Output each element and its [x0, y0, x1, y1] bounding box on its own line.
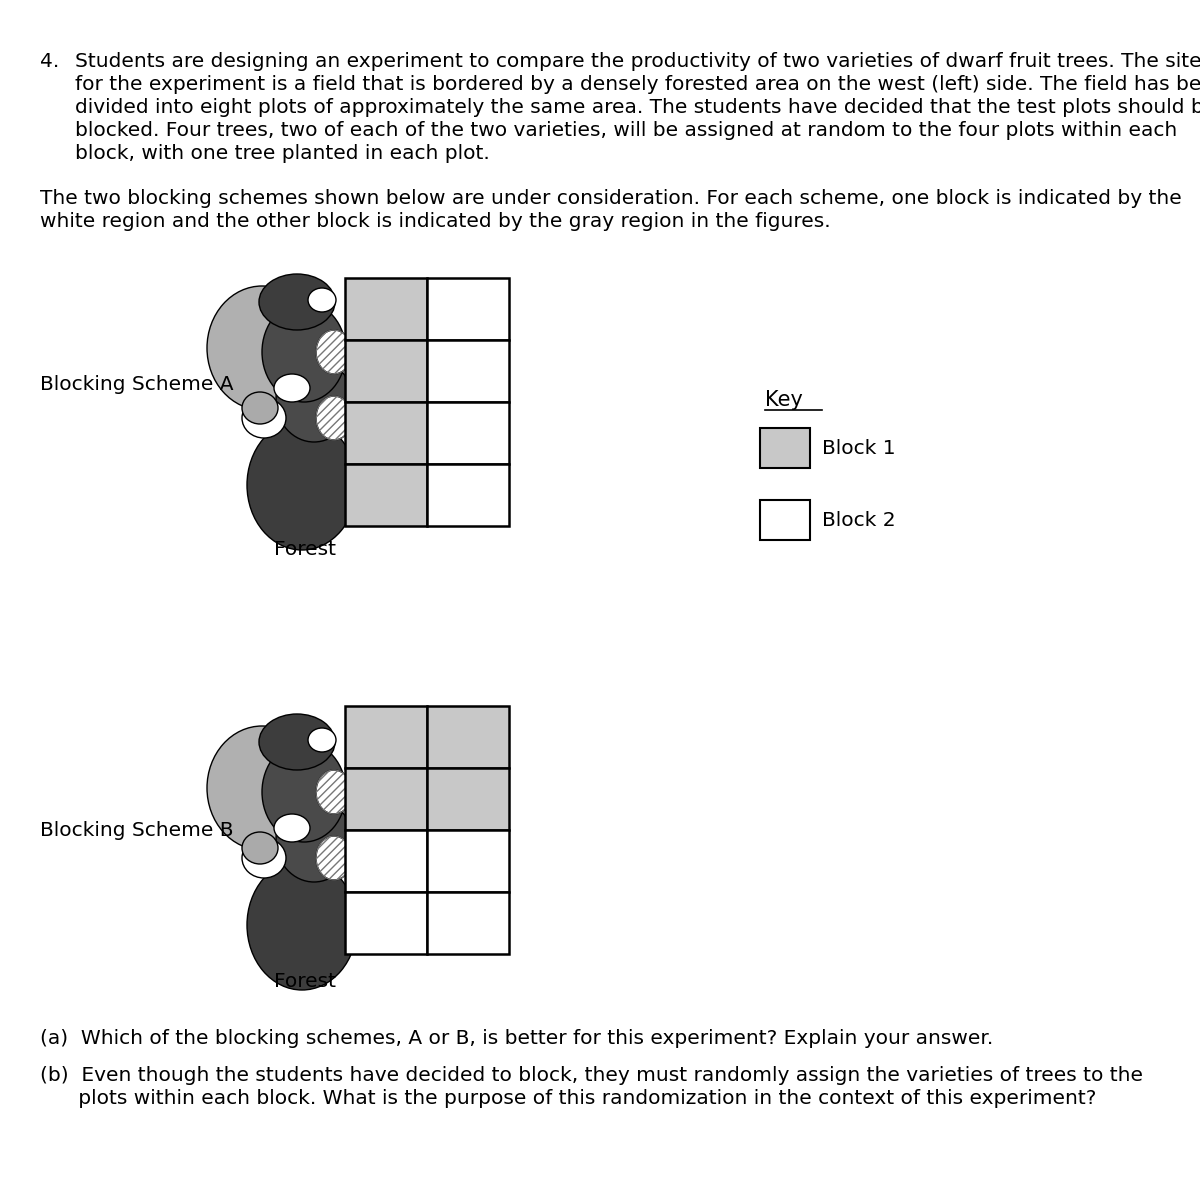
Bar [427, 464, 509, 526]
Bar [760, 500, 810, 540]
Ellipse shape [259, 274, 335, 329]
Ellipse shape [242, 831, 278, 864]
Text: for the experiment is a field that is bordered by a densely forested area on the: for the experiment is a field that is bo… [74, 76, 1200, 94]
Text: Block 1: Block 1 [822, 438, 895, 457]
Bar [346, 340, 427, 402]
Ellipse shape [316, 770, 352, 814]
Text: (a)  Which of the blocking schemes, A or B, is better for this experiment? Expla: (a) Which of the blocking schemes, A or … [40, 1029, 994, 1048]
Text: plots within each block. What is the purpose of this randomization in the contex: plots within each block. What is the pur… [40, 1089, 1097, 1108]
Text: (b)  Even though the students have decided to block, they must randomly assign t: (b) Even though the students have decide… [40, 1066, 1142, 1085]
Bar [427, 278, 509, 340]
Bar [427, 402, 509, 464]
Ellipse shape [308, 288, 336, 312]
Text: Key: Key [766, 390, 803, 410]
Text: divided into eight plots of approximately the same area. The students have decid: divided into eight plots of approximatel… [74, 98, 1200, 117]
Text: block, with one tree planted in each plot.: block, with one tree planted in each plo… [74, 144, 490, 163]
Ellipse shape [274, 374, 310, 402]
Bar [346, 892, 427, 954]
Ellipse shape [316, 329, 352, 374]
Ellipse shape [247, 860, 358, 990]
Ellipse shape [274, 814, 310, 842]
Ellipse shape [208, 726, 317, 850]
Ellipse shape [316, 396, 352, 441]
Bar [427, 340, 509, 402]
Text: The two blocking schemes shown below are under consideration. For each scheme, o: The two blocking schemes shown below are… [40, 189, 1182, 208]
Bar [427, 830, 509, 892]
Ellipse shape [259, 715, 335, 770]
Bar [427, 892, 509, 954]
Text: Forest: Forest [274, 540, 336, 559]
Ellipse shape [262, 742, 346, 842]
Ellipse shape [316, 836, 352, 880]
Bar [346, 464, 427, 526]
Ellipse shape [276, 798, 352, 882]
Text: white region and the other block is indicated by the gray region in the figures.: white region and the other block is indi… [40, 213, 830, 231]
Text: Blocking Scheme B: Blocking Scheme B [40, 821, 234, 840]
Ellipse shape [308, 727, 336, 752]
Text: 4.: 4. [40, 52, 59, 71]
Bar [346, 768, 427, 830]
Bar [427, 768, 509, 830]
Text: Forest: Forest [274, 972, 336, 991]
Bar [346, 830, 427, 892]
Bar [760, 428, 810, 468]
Bar [346, 706, 427, 768]
Ellipse shape [242, 392, 278, 424]
Text: Block 2: Block 2 [822, 510, 895, 529]
Ellipse shape [262, 302, 346, 402]
Ellipse shape [247, 420, 358, 550]
Text: blocked. Four trees, two of each of the two varieties, will be assigned at rando: blocked. Four trees, two of each of the … [74, 120, 1177, 141]
Ellipse shape [242, 398, 286, 438]
Bar [427, 706, 509, 768]
Ellipse shape [208, 286, 317, 410]
Ellipse shape [276, 358, 352, 442]
Text: Students are designing an experiment to compare the productivity of two varietie: Students are designing an experiment to … [74, 52, 1200, 71]
Ellipse shape [242, 839, 286, 877]
Text: Blocking Scheme A: Blocking Scheme A [40, 376, 234, 394]
Bar [346, 402, 427, 464]
Bar [346, 278, 427, 340]
